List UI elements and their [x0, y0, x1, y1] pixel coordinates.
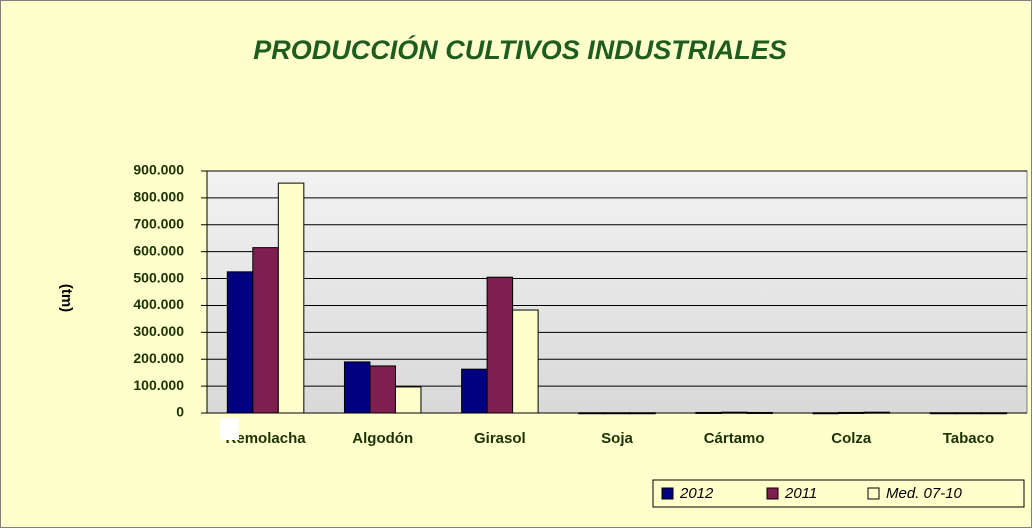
y-tick-label: 700.000 [133, 215, 184, 231]
bar [343, 361, 371, 414]
x-tick-label: Soja [601, 430, 633, 447]
plot-area [206, 170, 1028, 414]
legend-swatch [867, 487, 880, 500]
y-tick-label: 200.000 [133, 350, 184, 366]
x-tick-label: Algodón [352, 430, 413, 447]
bar [512, 309, 539, 414]
bar [226, 271, 254, 414]
y-tick-label: 800.000 [133, 189, 184, 205]
y-tick-label: 600.000 [133, 242, 184, 258]
legend-swatch [661, 487, 674, 500]
bar [252, 247, 279, 414]
bar [486, 276, 514, 414]
x-tick-label: Colza [831, 430, 872, 447]
y-tick-label: 400.000 [133, 296, 184, 312]
y-tick-label: 100.000 [133, 377, 184, 393]
bar [461, 368, 488, 414]
y-axis-label: (tm) [58, 284, 75, 312]
legend-box [652, 479, 1025, 508]
bar [394, 386, 422, 414]
bar [277, 182, 305, 414]
x-tick-label: Cártamo [704, 430, 765, 447]
chart-title: PRODUCCIÓN CULTIVOS INDUSTRIALES [253, 34, 787, 65]
y-tick-label: 900.000 [133, 162, 184, 178]
x-tick-label: Girasol [474, 430, 526, 447]
legend-label: 2011 [784, 485, 817, 502]
label-mask [220, 418, 239, 440]
legend-label: 2012 [679, 485, 714, 502]
legend: 2012 2011 Med. 07-10 [652, 479, 1025, 508]
legend-swatch [766, 487, 779, 500]
y-tick-label: 500.000 [133, 269, 184, 285]
y-tick-label: 0 [176, 404, 184, 420]
legend-label: Med. 07-10 [886, 485, 963, 502]
x-tick-label: Remolacha [226, 430, 307, 447]
x-tick-label: Tabaco [943, 430, 994, 447]
y-tick-label: 300.000 [133, 323, 184, 339]
bar [369, 365, 396, 414]
